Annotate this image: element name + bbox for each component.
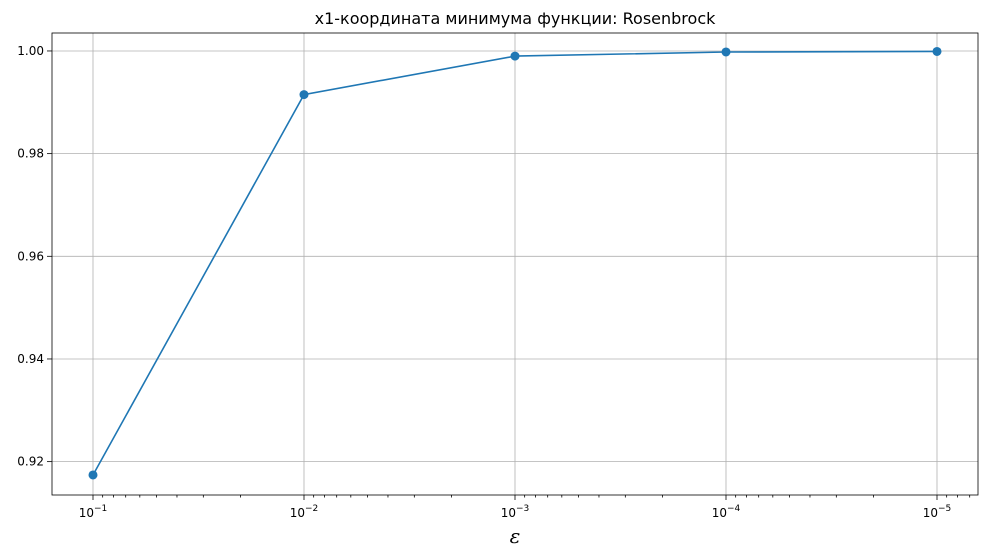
x-tick-label: 10−2 [290,504,319,520]
x-minor-ticks [102,495,971,498]
y-tick-label: 0.92 [17,455,44,469]
x-tick-label: 10−5 [923,504,952,520]
axes-frame [51,32,979,496]
y-tick-label: 0.94 [17,352,44,366]
x-axis-label: ε [510,524,521,548]
chart-title: x1-координата минимума функции: Rosenbro… [315,9,717,28]
x-tick-label: 10−4 [712,504,741,520]
tick-labels: 10−1 10−2 10−3 10−4 10−5 0.92 0.94 0.96 0.98 1.00 [17,44,951,520]
data-point [88,470,98,480]
data-point [510,51,520,61]
y-tick-label: 0.96 [17,249,44,263]
y-tick-label: 1.00 [17,44,44,58]
y-tick-label: 0.98 [17,147,44,161]
data-point [932,46,942,56]
data-point [721,47,731,57]
x-tick-label: 10−3 [501,504,530,520]
series-layer [88,46,942,480]
data-point [299,90,309,100]
x-tick-label: 10−1 [79,504,108,520]
major-ticks [47,50,938,500]
grid-layer [52,33,978,495]
